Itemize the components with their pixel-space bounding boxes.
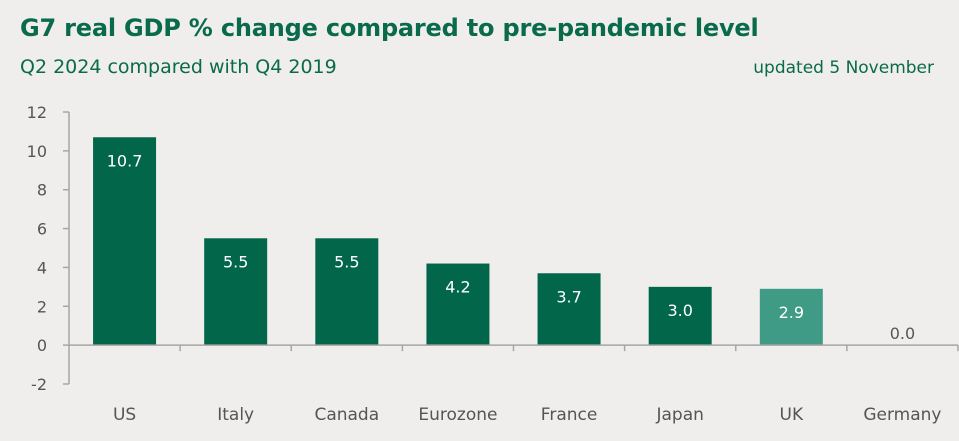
y-tick-label: 4 bbox=[37, 258, 47, 277]
data-label: 5.5 bbox=[334, 252, 359, 271]
chart-subtitle: Q2 2024 compared with Q4 2019 bbox=[20, 56, 337, 78]
data-label: 4.2 bbox=[445, 278, 470, 297]
chart-title: G7 real GDP % change compared to pre-pan… bbox=[20, 14, 759, 42]
x-category-label: France bbox=[541, 405, 598, 425]
x-category-label: Germany bbox=[863, 405, 941, 425]
y-tick-label: -2 bbox=[31, 375, 47, 394]
data-label: 3.0 bbox=[667, 301, 692, 320]
x-category-label: Eurozone bbox=[418, 405, 497, 425]
data-label: 2.9 bbox=[779, 303, 804, 322]
bar-eurozone bbox=[426, 263, 490, 346]
x-category-label: Italy bbox=[217, 405, 254, 425]
data-label: 0.0 bbox=[890, 324, 915, 343]
updated-note: updated 5 November bbox=[753, 58, 934, 78]
y-tick-label: 6 bbox=[37, 220, 47, 239]
bar-us bbox=[93, 137, 157, 346]
y-tick-label: 0 bbox=[37, 336, 47, 355]
y-tick-label: 2 bbox=[37, 297, 47, 316]
x-category-label: Japan bbox=[655, 405, 703, 425]
bar-canada bbox=[315, 238, 379, 346]
x-category-label: UK bbox=[780, 405, 804, 425]
data-label: 3.7 bbox=[556, 287, 581, 306]
data-label: 5.5 bbox=[223, 252, 248, 271]
y-tick-label: 8 bbox=[37, 181, 47, 200]
y-tick-label: 10 bbox=[27, 142, 47, 161]
x-category-label: Canada bbox=[314, 405, 379, 425]
bar-uk bbox=[759, 288, 823, 346]
data-label: 10.7 bbox=[107, 151, 143, 170]
bar-japan bbox=[648, 286, 712, 346]
x-category-label: US bbox=[113, 405, 136, 425]
y-tick-label: 12 bbox=[27, 103, 47, 122]
bar-france bbox=[537, 273, 601, 346]
bar-italy bbox=[204, 238, 268, 346]
